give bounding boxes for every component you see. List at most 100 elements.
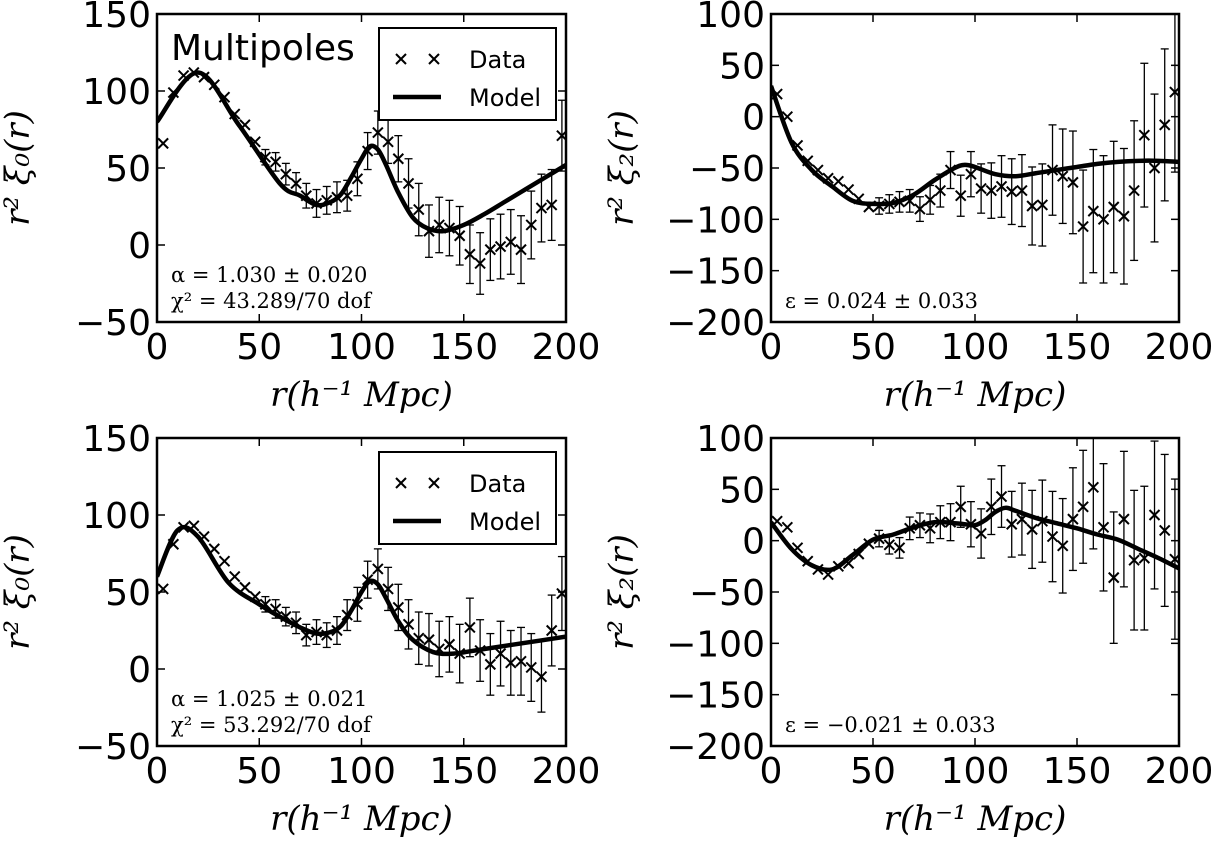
- data-point: [975, 182, 987, 195]
- marker-stroke: [1046, 530, 1059, 543]
- data-point: [924, 194, 936, 206]
- x-tick-label: 200: [532, 327, 601, 368]
- data-point: [484, 658, 497, 671]
- marker-stroke: [290, 177, 302, 190]
- marker-stroke: [157, 137, 169, 150]
- x-tick-label: 50: [850, 751, 896, 792]
- marker-stroke: [1159, 119, 1171, 131]
- data-point: [239, 581, 251, 594]
- legend-box: [378, 27, 557, 121]
- x-tick-label: 150: [429, 327, 498, 368]
- marker-stroke: [229, 570, 241, 583]
- marker-stroke: [515, 655, 527, 668]
- data-point: [474, 257, 486, 270]
- marker-stroke: [975, 527, 987, 540]
- data-point: [1159, 524, 1171, 537]
- y-tick-label: 50: [105, 573, 151, 614]
- data-point: [372, 126, 384, 139]
- marker-stroke: [1057, 540, 1069, 552]
- data-point: [372, 563, 384, 575]
- marker-stroke: [1067, 513, 1079, 525]
- marker-stroke: [402, 177, 415, 190]
- marker-stroke: [1108, 201, 1120, 213]
- data-point: [413, 203, 425, 216]
- y-tick-label: 0: [742, 98, 765, 139]
- marker-stroke: [842, 557, 855, 569]
- marker-stroke: [535, 202, 548, 214]
- data-point: [464, 621, 476, 634]
- marker-stroke: [965, 168, 977, 180]
- data-point: [1108, 571, 1120, 584]
- marker-stroke: [924, 522, 936, 535]
- y-tick-label: −50: [689, 573, 765, 614]
- legend-label: Model: [469, 84, 541, 112]
- marker-stroke: [924, 194, 936, 206]
- data-point: [1006, 185, 1018, 198]
- legend-label: Data: [469, 46, 526, 74]
- marker-stroke: [853, 548, 865, 560]
- data-point: [1026, 523, 1038, 536]
- marker-stroke: [1138, 129, 1151, 141]
- data-point: [392, 153, 405, 165]
- data-point: [535, 670, 548, 683]
- marker-stroke: [1006, 518, 1018, 530]
- y-tick-label: 100: [696, 419, 765, 460]
- data-point: [1046, 530, 1059, 543]
- marker-stroke: [1006, 185, 1018, 198]
- data-point: [280, 168, 292, 180]
- marker-stroke: [975, 182, 987, 195]
- y-tick-label: −150: [666, 252, 765, 293]
- data-point: [1148, 509, 1161, 521]
- x-tick-label: 0: [146, 327, 169, 368]
- marker-stroke: [392, 153, 405, 165]
- y-axis-label: r² ξ₀(r): [0, 534, 38, 650]
- data-point: [995, 490, 1008, 503]
- x-axis-label: r(h⁻¹ Mpc): [270, 375, 453, 415]
- marker-stroke: [218, 555, 231, 567]
- data-point: [545, 199, 558, 211]
- annotation: ε = 0.024 ± 0.033: [785, 289, 978, 313]
- marker-stroke: [1057, 170, 1069, 182]
- data-point: [1097, 521, 1110, 534]
- data-point: [453, 230, 466, 242]
- marker-stroke: [351, 173, 364, 185]
- panel-4: 0 50 100 150 200 −200 −150 −100 −50 0 50 100 r(h⁻¹ M…: [602, 419, 1213, 839]
- data-point: [842, 183, 855, 196]
- data-point: [1118, 210, 1130, 222]
- y-tick-label: 150: [82, 419, 151, 460]
- marker-stroke: [883, 539, 896, 551]
- data-point: [382, 136, 394, 148]
- marker-stroke: [428, 53, 440, 65]
- marker-stroke: [464, 621, 476, 634]
- data-point: [1036, 199, 1049, 211]
- marker-stroke: [280, 168, 292, 180]
- marker-stroke: [545, 624, 558, 637]
- marker-stroke: [484, 243, 497, 256]
- marker-stroke: [453, 230, 466, 242]
- data-point: [494, 240, 507, 253]
- marker-stroke: [1016, 184, 1028, 197]
- marker-stroke: [341, 190, 353, 202]
- data-point: [464, 248, 476, 260]
- y-tick-label: 150: [82, 0, 151, 36]
- y-tick-label: −150: [666, 676, 765, 717]
- data-point: [218, 555, 231, 567]
- data-point: [914, 203, 926, 215]
- legend-marker: [428, 477, 440, 489]
- data-point: [1118, 513, 1130, 525]
- data-point: [423, 634, 435, 646]
- model-line: [157, 524, 566, 657]
- marker-stroke: [372, 563, 384, 575]
- data-point: [1077, 220, 1089, 233]
- data-point: [535, 202, 548, 214]
- x-tick-label: 100: [327, 751, 396, 792]
- data-point: [995, 180, 1008, 193]
- y-tick-label: −100: [666, 624, 765, 665]
- marker-stroke: [239, 581, 251, 594]
- data-point: [1128, 184, 1140, 197]
- data-point: [1159, 119, 1171, 131]
- y-tick-label: −50: [75, 303, 151, 344]
- data-point: [965, 168, 977, 180]
- y-tick-label: 100: [82, 72, 151, 113]
